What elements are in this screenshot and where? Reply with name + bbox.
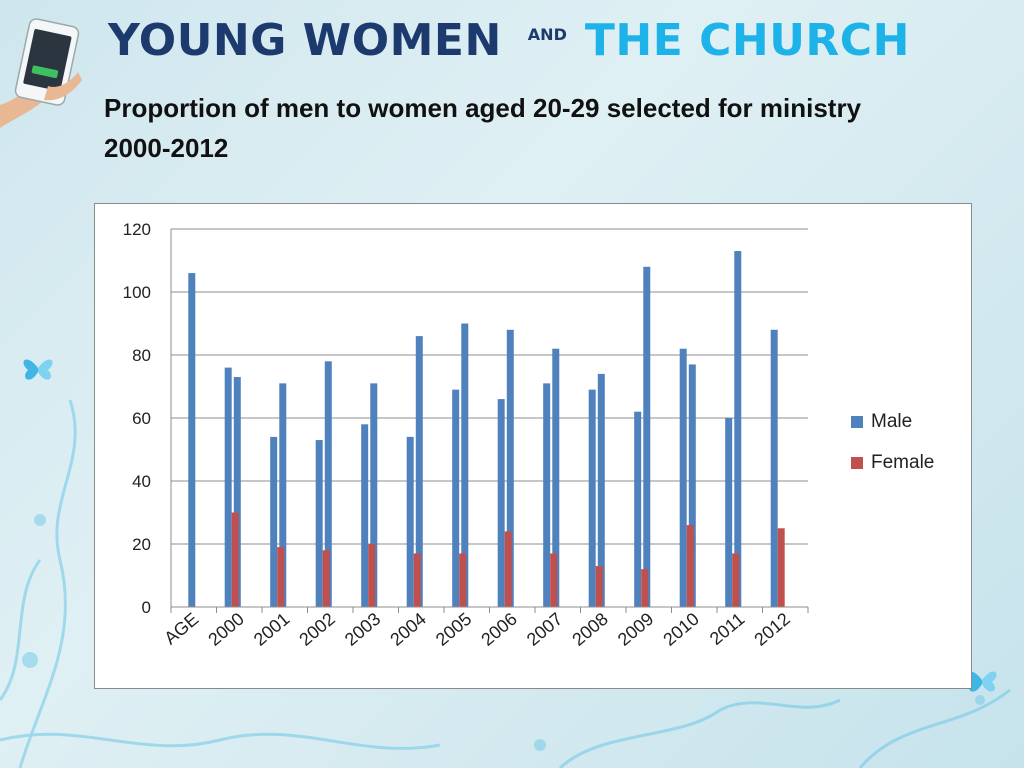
legend-label-female: Female bbox=[871, 452, 935, 473]
bar-male bbox=[233, 377, 241, 607]
bar-female bbox=[231, 512, 239, 607]
bar-male bbox=[770, 329, 778, 607]
bar-male bbox=[552, 348, 560, 607]
y-tick-label: 120 bbox=[123, 220, 151, 239]
legend-swatch-female bbox=[851, 457, 863, 469]
bar-female bbox=[550, 553, 558, 607]
x-category-label: 2008 bbox=[568, 609, 612, 650]
bar-male bbox=[588, 389, 596, 607]
legend-label-male: Male bbox=[871, 411, 913, 432]
header-title-part2: THE CHURCH bbox=[584, 14, 910, 66]
legend-swatch-male bbox=[851, 416, 863, 428]
bar-female bbox=[732, 553, 740, 607]
x-category-label: 2003 bbox=[341, 609, 385, 650]
legend-item-male: Male bbox=[851, 411, 934, 432]
bar-male bbox=[279, 383, 287, 607]
x-category-label: 2011 bbox=[706, 609, 749, 649]
butterfly-icon bbox=[23, 359, 53, 380]
bar-male bbox=[461, 323, 469, 607]
x-category-label: 2001 bbox=[250, 609, 294, 650]
bar-male bbox=[597, 373, 605, 607]
bar-male bbox=[224, 367, 232, 607]
header-title-part1: YOUNG WOMEN bbox=[108, 14, 502, 66]
header-title-and: AND bbox=[527, 24, 567, 44]
x-category-label: 2005 bbox=[432, 609, 476, 650]
x-category-label: 2006 bbox=[477, 609, 521, 650]
bar-male bbox=[315, 440, 323, 607]
y-tick-label: 20 bbox=[132, 535, 151, 554]
x-category-label: 2009 bbox=[614, 609, 658, 650]
bar-female bbox=[413, 553, 421, 607]
bar-female bbox=[595, 566, 603, 607]
bar-male bbox=[725, 418, 733, 607]
bar-female bbox=[459, 553, 467, 607]
x-category-label: AGE bbox=[160, 609, 202, 649]
bar-male bbox=[643, 266, 651, 607]
x-category-label: 2004 bbox=[386, 609, 430, 650]
y-tick-label: 80 bbox=[132, 346, 151, 365]
slide-subtitle: Proportion of men to women aged 20-29 se… bbox=[104, 93, 862, 163]
bar-male bbox=[688, 364, 696, 607]
y-tick-label: 60 bbox=[132, 409, 151, 428]
bar-male bbox=[188, 273, 196, 607]
bar-male bbox=[324, 361, 332, 607]
bar-female bbox=[504, 531, 512, 607]
bar-male bbox=[415, 336, 423, 607]
bar-male bbox=[361, 424, 369, 607]
bar-male bbox=[506, 329, 514, 607]
bar-male bbox=[270, 436, 278, 607]
legend-item-female: Female bbox=[851, 452, 935, 473]
bar-female bbox=[368, 544, 376, 607]
bar-male bbox=[406, 436, 414, 607]
bar-female bbox=[322, 550, 330, 607]
bar-male bbox=[370, 383, 378, 607]
bar-male bbox=[543, 383, 551, 607]
bar-male bbox=[452, 389, 460, 607]
bar-male bbox=[734, 251, 742, 608]
phone-in-hand-illustration bbox=[0, 18, 82, 128]
x-category-label: 2010 bbox=[659, 609, 703, 650]
x-category-label: 2012 bbox=[750, 609, 794, 650]
bar-male bbox=[497, 399, 505, 607]
bar-female bbox=[686, 525, 694, 607]
chart-legend: Male Female bbox=[851, 411, 935, 494]
header-title: YOUNG WOMEN AND THE CHURCH bbox=[108, 14, 910, 66]
bar-male bbox=[634, 411, 642, 607]
bar-male bbox=[679, 348, 687, 607]
bar-female bbox=[777, 528, 785, 607]
x-category-label: 2002 bbox=[295, 609, 339, 650]
chart-panel: 0 20 40 60 80 100 120 AGE 2000 2001 2002 2003 2004 20… bbox=[94, 203, 972, 689]
bar-female bbox=[641, 569, 649, 607]
bar-female bbox=[277, 547, 285, 607]
x-category-label: 2000 bbox=[204, 609, 248, 650]
x-category-label: 2007 bbox=[523, 609, 567, 650]
y-tick-label: 40 bbox=[132, 472, 151, 491]
y-tick-label: 100 bbox=[123, 283, 151, 302]
y-tick-label: 0 bbox=[142, 598, 151, 617]
